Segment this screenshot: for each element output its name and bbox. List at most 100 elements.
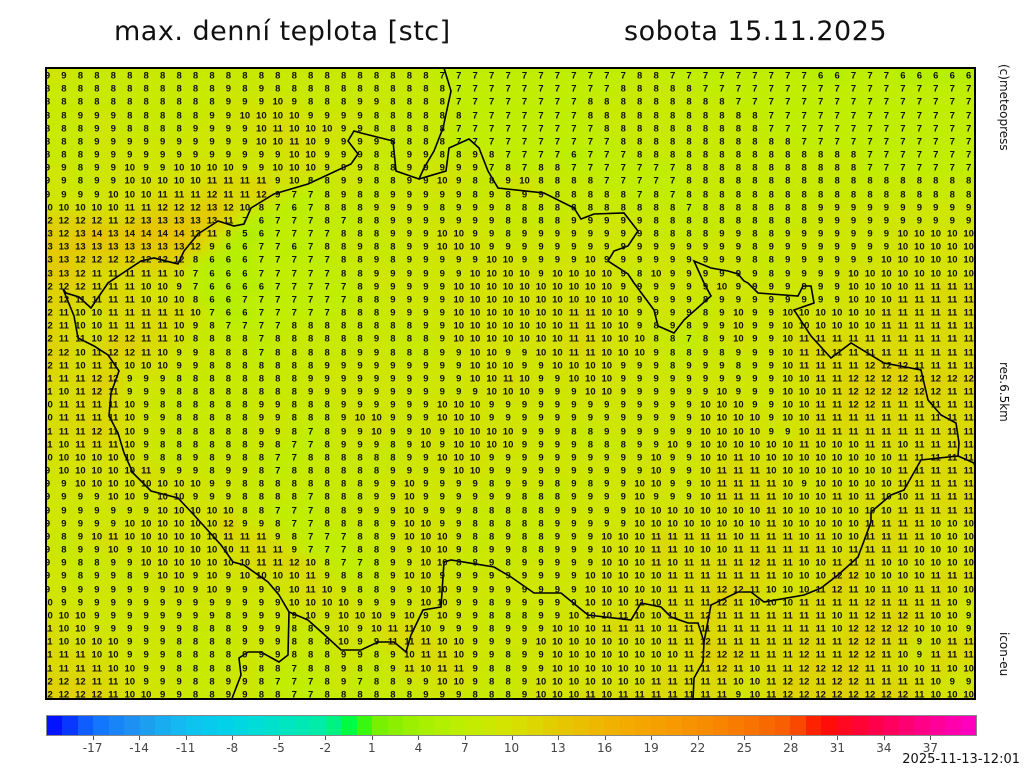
temperature-value: 9 <box>686 400 691 411</box>
temperature-value: 10 <box>273 571 284 582</box>
temperature-value: 8 <box>834 150 839 161</box>
temperature-value: 7 <box>292 215 297 226</box>
temperature-value: 9 <box>440 294 445 305</box>
temperature-value: 11 <box>799 624 809 635</box>
temperature-value: 8 <box>390 347 395 358</box>
temperature-value: 9 <box>719 334 724 345</box>
temperature-value: 9 <box>423 610 428 621</box>
temperature-value: 9 <box>242 650 247 661</box>
temperature-value: 10 <box>503 281 514 292</box>
temperature-value: 10 <box>486 426 497 437</box>
temperature-value: 7 <box>259 308 264 319</box>
temperature-value: 13 <box>141 242 152 253</box>
temperature-value: 10 <box>865 452 876 463</box>
temperature-value: 10 <box>536 281 547 292</box>
temperature-value: 10 <box>141 689 152 698</box>
temperature-value: 10 <box>651 571 662 582</box>
temperature-value: 9 <box>571 255 576 266</box>
temperature-value: 8 <box>703 215 708 226</box>
temperature-value: 9 <box>407 229 412 240</box>
temperature-value: 9 <box>275 531 280 542</box>
temperature-value: 8 <box>176 637 181 648</box>
temperature-value: 11 <box>881 334 891 345</box>
temperature-value: 10 <box>322 584 333 595</box>
temperature-value: 9 <box>193 136 198 147</box>
legend-tick <box>790 736 792 740</box>
temperature-value: 10 <box>963 545 974 556</box>
temperature-value: 11 <box>914 281 924 292</box>
temperature-value: 10 <box>437 531 448 542</box>
temperature-value: 9 <box>456 492 461 503</box>
temperature-value: 9 <box>752 387 757 398</box>
temperature-value: 10 <box>585 268 596 279</box>
temperature-value: 10 <box>47 202 53 213</box>
temperature-value: 11 <box>964 492 974 503</box>
temperature-value: 8 <box>341 84 346 95</box>
legend-swatch <box>449 716 466 735</box>
temperature-value: 11 <box>898 505 908 516</box>
temperature-value: 9 <box>357 387 362 398</box>
temperature-value: 8 <box>686 189 691 200</box>
temperature-value: 9 <box>61 163 66 174</box>
temperature-value: 9 <box>555 518 560 529</box>
temperature-value: 8 <box>226 413 231 424</box>
temperature-value: 7 <box>505 71 510 82</box>
temperature-value: 8 <box>571 176 576 187</box>
temperature-value: 9 <box>719 321 724 332</box>
temperature-value: 10 <box>552 294 563 305</box>
temperature-value: 9 <box>719 360 724 371</box>
temperature-value: 8 <box>637 150 642 161</box>
legend-swatch <box>155 716 171 735</box>
temperature-value: 11 <box>947 650 957 661</box>
temperature-value: 10 <box>602 610 613 621</box>
temperature-value: 9 <box>176 610 181 621</box>
temperature-value: 9 <box>571 466 576 477</box>
temperature-value: 8 <box>193 373 198 384</box>
temperature-value: 11 <box>931 479 941 490</box>
temperature-value: 7 <box>917 123 922 134</box>
temperature-value: 10 <box>289 571 300 582</box>
temperature-value: 10 <box>207 518 218 529</box>
temperature-value: 8 <box>275 84 280 95</box>
temperature-value: 8 <box>752 176 757 187</box>
temperature-value: 8 <box>61 531 66 542</box>
temperature-value: 11 <box>849 413 859 424</box>
temperature-value: 12 <box>92 426 103 437</box>
temperature-value: 9 <box>390 373 395 384</box>
temperature-value: 8 <box>374 150 379 161</box>
temperature-value: 8 <box>308 84 313 95</box>
temperature-value: 11 <box>931 597 941 608</box>
temperature-value: 8 <box>621 189 626 200</box>
temperature-value: 9 <box>473 255 478 266</box>
temperature-value: 9 <box>752 281 757 292</box>
temperature-value: 11 <box>964 360 974 371</box>
temperature-value: 8 <box>341 479 346 490</box>
temperature-value: 10 <box>47 610 53 621</box>
temperature-value: 11 <box>668 531 678 542</box>
temperature-value: 11 <box>964 308 974 319</box>
temperature-value: 9 <box>686 281 691 292</box>
temperature-value: 9 <box>653 426 658 437</box>
temperature-value: 8 <box>505 663 510 674</box>
temperature-value: 8 <box>242 479 247 490</box>
temperature-value: 8 <box>242 84 247 95</box>
temperature-value: 6 <box>292 242 297 253</box>
temperature-value: 9 <box>653 373 658 384</box>
temperature-value: 7 <box>851 71 856 82</box>
temperature-value: 11 <box>75 439 85 450</box>
legend-tick-label: 22 <box>690 741 705 755</box>
temperature-value: 12 <box>256 189 267 200</box>
temperature-value: 8 <box>736 189 741 200</box>
temperature-value: 9 <box>275 610 280 621</box>
temperature-value: 8 <box>456 150 461 161</box>
legend-swatch <box>124 716 140 735</box>
border-line <box>418 138 974 467</box>
temperature-value: 8 <box>473 176 478 187</box>
temperature-value: 9 <box>144 373 149 384</box>
temperature-value: 10 <box>931 268 942 279</box>
temperature-value: 8 <box>769 268 774 279</box>
temperature-value: 8 <box>308 97 313 108</box>
temperature-value: 10 <box>355 413 366 424</box>
temperature-value: 7 <box>456 97 461 108</box>
temperature-value: 9 <box>571 479 576 490</box>
